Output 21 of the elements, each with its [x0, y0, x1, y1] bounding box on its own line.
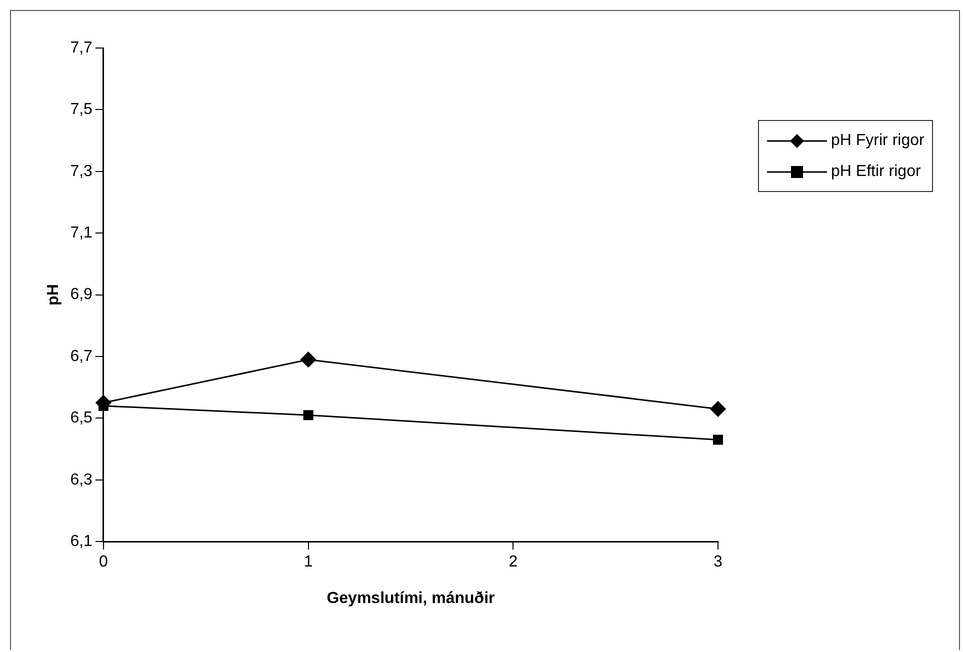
point	[713, 434, 723, 445]
y-axis-title: pH	[45, 284, 62, 306]
x-tick-label: 3	[714, 554, 723, 571]
y-tick-label: 6,7	[70, 348, 93, 365]
x-tick-label: 0	[98, 554, 108, 571]
x-tick-label: 1	[304, 554, 313, 571]
y-tick-label: 6,1	[70, 533, 93, 550]
legend-label: pH Fyrir rigor	[831, 132, 924, 150]
y-tick-label: 7,3	[70, 162, 93, 180]
x-axis-title: Geymslutími, mánuðir	[326, 590, 495, 607]
y-tick-label: 7,7	[70, 39, 93, 56]
y-tick-label: 7,1	[70, 224, 93, 242]
y-tick-label: 6,5	[70, 410, 93, 427]
point	[300, 352, 316, 368]
y-tick-label: 6,9	[70, 286, 93, 304]
x-tick-label: 2	[508, 554, 518, 571]
legend-label: pH Eftir rigor	[831, 162, 921, 180]
y-tick-label: 7,5	[70, 101, 93, 118]
y-tick-label: 6,3	[70, 471, 93, 488]
point	[710, 401, 726, 417]
point	[303, 410, 314, 420]
